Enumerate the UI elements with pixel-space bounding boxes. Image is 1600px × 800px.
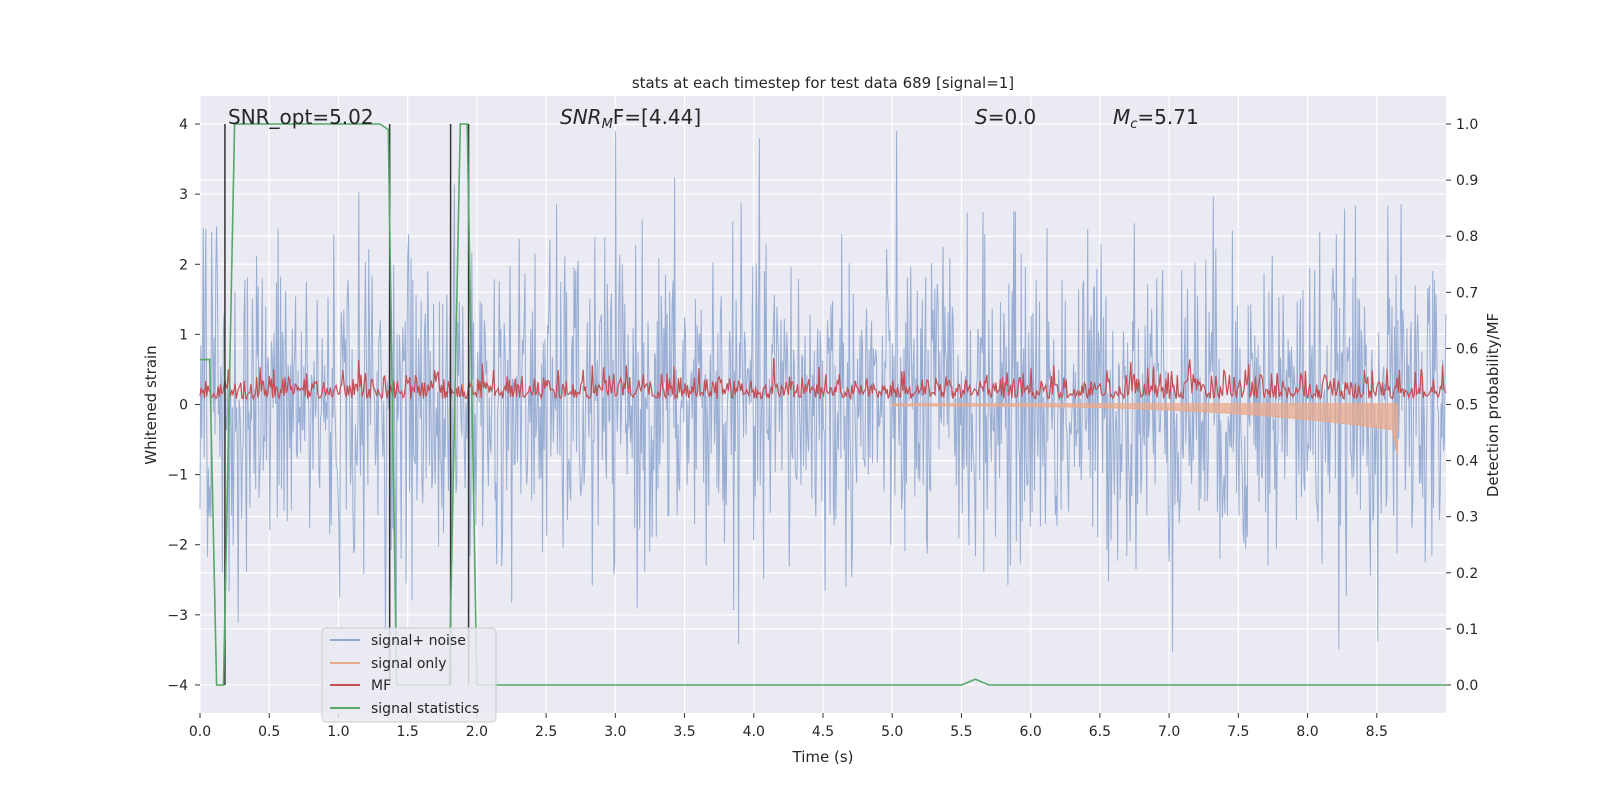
x-tick-label: 0.5 bbox=[258, 724, 280, 740]
mc-rest: =5.71 bbox=[1137, 105, 1198, 129]
y2-tick-label: 0.8 bbox=[1456, 229, 1478, 245]
legend-label-mf: MF bbox=[371, 678, 391, 694]
y2-tick-label: 0.6 bbox=[1456, 341, 1478, 357]
x-tick-label: 4.5 bbox=[812, 724, 834, 740]
x-tick-label: 8.0 bbox=[1296, 724, 1318, 740]
annotation-mc: Mc=5.71 bbox=[1113, 105, 1199, 132]
y2-ticks: 1.0 0.9 0.8 0.7 0.6 0.5 0.4 0.3 0.2 0.1 0.0 bbox=[1446, 117, 1478, 694]
x-tick-label: 5.0 bbox=[881, 724, 903, 740]
x-tick-label: 1.0 bbox=[327, 724, 349, 740]
y2-axis-label: Detection probability/MF bbox=[1484, 313, 1502, 497]
chart-title: stats at each timestep for test data 689… bbox=[632, 74, 1014, 92]
y-tick-label: −4 bbox=[167, 678, 188, 694]
x-tick-label: 6.5 bbox=[1089, 724, 1111, 740]
y2-tick-label: 0.2 bbox=[1456, 566, 1478, 582]
x-tick-label: 3.5 bbox=[673, 724, 695, 740]
y-tick-label: 3 bbox=[179, 187, 188, 203]
x-tick-label: 5.5 bbox=[950, 724, 972, 740]
annotation-snr-opt: SNR_opt=5.02 bbox=[228, 105, 374, 129]
x-tick-label: 8.5 bbox=[1366, 724, 1388, 740]
s-rest: =0.0 bbox=[988, 105, 1037, 129]
y-tick-label: −2 bbox=[167, 538, 188, 554]
y2-tick-label: 0.5 bbox=[1456, 398, 1478, 414]
x-tick-label: 7.0 bbox=[1158, 724, 1180, 740]
y-tick-label: 0 bbox=[179, 398, 188, 414]
y-tick-label: −3 bbox=[167, 608, 188, 624]
y-tick-label: 1 bbox=[179, 327, 188, 343]
y2-tick-label: 0.0 bbox=[1456, 678, 1478, 694]
x-ticks: 0.0 0.5 1.0 1.5 2.0 2.5 3.0 3.5 4.0 4.5 5.0 5.5 6.0 6… bbox=[189, 713, 1388, 740]
y2-tick-label: 0.7 bbox=[1456, 285, 1478, 301]
x-tick-label: 2.5 bbox=[535, 724, 557, 740]
y2-tick-label: 0.1 bbox=[1456, 622, 1478, 638]
annotation-s: S=0.0 bbox=[975, 105, 1036, 129]
x-tick-label: 0.0 bbox=[189, 724, 211, 740]
y2-tick-label: 0.4 bbox=[1456, 454, 1478, 470]
y-tick-label: −1 bbox=[167, 468, 188, 484]
legend-box bbox=[321, 627, 497, 723]
snr-mf-sub: M bbox=[602, 117, 613, 132]
y-ticks: 4 3 2 1 0 −1 −2 −3 −4 bbox=[167, 117, 200, 694]
snr-mf-rest: F=[4.44] bbox=[613, 105, 701, 129]
y2-tick-label: 0.9 bbox=[1456, 173, 1478, 189]
x-tick-label: 4.0 bbox=[743, 724, 765, 740]
x-tick-label: 7.5 bbox=[1227, 724, 1249, 740]
y-axis-label: Whitened strain bbox=[142, 345, 160, 464]
y2-tick-label: 1.0 bbox=[1456, 117, 1478, 133]
x-tick-label: 2.0 bbox=[466, 724, 488, 740]
mc-sub: c bbox=[1130, 117, 1137, 132]
series-signal-only bbox=[891, 403, 1398, 456]
x-axis-label: Time (s) bbox=[792, 748, 854, 766]
y2-tick-label: 0.3 bbox=[1456, 510, 1478, 526]
legend-label-signal-statistics: signal statistics bbox=[371, 701, 479, 717]
legend-label-signal-noise: signal+ noise bbox=[371, 633, 466, 649]
y-tick-label: 4 bbox=[179, 117, 188, 133]
annotation-snr-mf: SNRMF=[4.44] bbox=[560, 105, 701, 132]
mc-base: M bbox=[1113, 105, 1130, 129]
x-tick-label: 3.0 bbox=[604, 724, 626, 740]
signal-only-line bbox=[891, 403, 1398, 456]
y-tick-label: 2 bbox=[179, 257, 188, 273]
s-italic: S bbox=[975, 105, 988, 129]
legend-label-signal-only: signal only bbox=[371, 656, 446, 672]
x-tick-label: 6.0 bbox=[1020, 724, 1042, 740]
series-mf bbox=[199, 358, 1447, 401]
mf-line bbox=[199, 358, 1447, 401]
snr-mf-base: SNR bbox=[560, 105, 602, 129]
x-tick-label: 1.5 bbox=[397, 724, 419, 740]
legend: signal+ noise signal only MF signal stat… bbox=[321, 627, 497, 723]
